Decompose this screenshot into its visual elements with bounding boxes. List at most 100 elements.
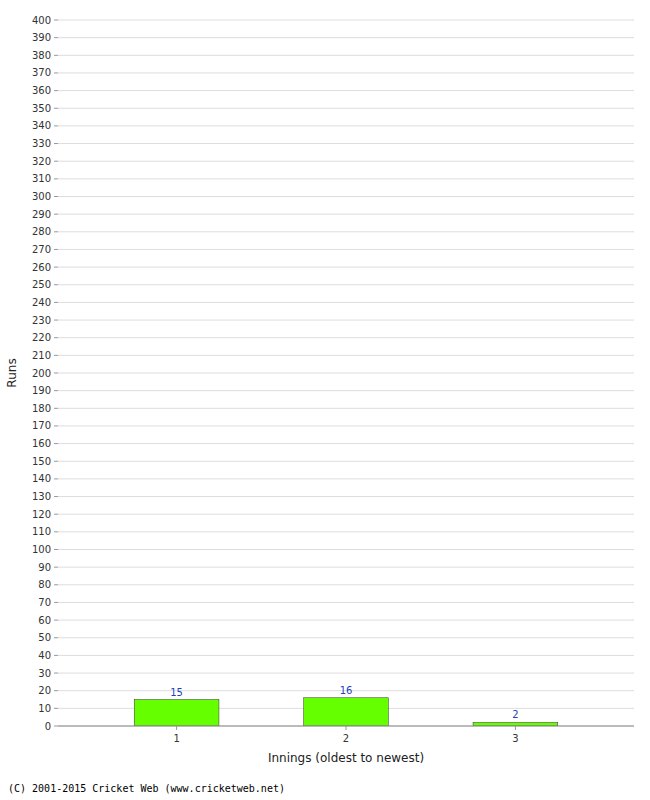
grid-line — [58, 125, 634, 126]
y-tick-label: 140 — [32, 473, 51, 484]
y-tick — [54, 178, 58, 179]
y-axis: 0102030405060708090100110120130140150160… — [32, 15, 58, 732]
y-tick — [54, 196, 58, 197]
y-tick-label: 200 — [32, 368, 51, 379]
y-tick-label: 40 — [38, 650, 51, 661]
grid — [58, 20, 634, 726]
y-tick — [54, 461, 58, 462]
y-tick-label: 400 — [32, 15, 51, 26]
y-tick — [54, 390, 58, 391]
y-tick-label: 340 — [32, 120, 51, 131]
y-tick-label: 320 — [32, 156, 51, 167]
grid-line — [58, 178, 634, 179]
x-tick-label: 2 — [343, 733, 349, 744]
grid-line — [58, 531, 634, 532]
grid-line — [58, 231, 634, 232]
y-tick-label: 350 — [32, 103, 51, 114]
y-tick-label: 290 — [32, 209, 51, 220]
grid-line — [58, 373, 634, 374]
y-tick — [54, 425, 58, 426]
grid-line — [58, 337, 634, 338]
y-tick — [54, 620, 58, 621]
y-tick-label: 250 — [32, 279, 51, 290]
grid-line — [58, 514, 634, 515]
y-tick — [54, 655, 58, 656]
y-tick-label: 240 — [32, 297, 51, 308]
y-tick-label: 360 — [32, 85, 51, 96]
bars — [134, 698, 558, 726]
grid-line — [58, 567, 634, 568]
y-tick-label: 10 — [38, 703, 51, 714]
data-label: 15 — [170, 687, 183, 698]
y-tick-label: 270 — [32, 244, 51, 255]
grid-line — [58, 72, 634, 73]
y-tick-label: 120 — [32, 509, 51, 520]
data-label: 16 — [340, 685, 353, 696]
y-tick-label: 30 — [38, 668, 51, 679]
y-tick — [54, 55, 58, 56]
y-tick — [54, 320, 58, 321]
grid-line — [58, 390, 634, 391]
y-tick — [54, 249, 58, 250]
y-tick — [54, 584, 58, 585]
grid-line — [58, 637, 634, 638]
y-tick-label: 280 — [32, 226, 51, 237]
y-tick-label: 60 — [38, 615, 51, 626]
y-tick — [54, 214, 58, 215]
y-tick-label: 150 — [32, 456, 51, 467]
grid-line — [58, 408, 634, 409]
grid-line — [58, 655, 634, 656]
y-tick-label: 310 — [32, 173, 51, 184]
grid-line — [58, 108, 634, 109]
grid-line — [58, 461, 634, 462]
y-tick — [54, 125, 58, 126]
grid-line — [58, 267, 634, 268]
y-tick — [54, 143, 58, 144]
data-label: 2 — [512, 709, 518, 720]
y-tick — [54, 673, 58, 674]
y-tick-label: 110 — [32, 526, 51, 537]
y-tick — [54, 355, 58, 356]
grid-line — [58, 584, 634, 585]
y-tick — [54, 108, 58, 109]
y-tick-label: 220 — [32, 332, 51, 343]
grid-line — [58, 620, 634, 621]
y-tick — [54, 37, 58, 38]
bar — [304, 698, 389, 726]
y-tick — [54, 408, 58, 409]
y-tick-label: 260 — [32, 262, 51, 273]
grid-line — [58, 355, 634, 356]
y-tick — [54, 708, 58, 709]
y-tick-label: 300 — [32, 191, 51, 202]
grid-line — [58, 143, 634, 144]
x-tick — [515, 726, 516, 730]
grid-line — [58, 443, 634, 444]
y-tick — [54, 267, 58, 268]
bar — [134, 700, 219, 726]
grid-line — [58, 55, 634, 56]
y-tick — [54, 284, 58, 285]
y-tick — [54, 602, 58, 603]
grid-line — [58, 478, 634, 479]
y-tick — [54, 231, 58, 232]
grid-line — [58, 602, 634, 603]
y-tick — [54, 373, 58, 374]
y-tick-label: 180 — [32, 403, 51, 414]
y-tick-label: 380 — [32, 50, 51, 61]
y-tick-label: 390 — [32, 32, 51, 43]
grid-line — [58, 284, 634, 285]
y-tick-label: 330 — [32, 138, 51, 149]
y-tick — [54, 690, 58, 691]
y-tick — [54, 567, 58, 568]
y-tick — [54, 496, 58, 497]
grid-line — [58, 496, 634, 497]
y-tick-label: 210 — [32, 350, 51, 361]
y-tick-label: 100 — [32, 544, 51, 555]
y-axis-label: Runs — [5, 358, 19, 387]
x-axis: 123 — [58, 726, 634, 744]
y-tick — [54, 514, 58, 515]
y-tick — [54, 302, 58, 303]
y-tick-label: 230 — [32, 315, 51, 326]
y-tick-label: 20 — [38, 685, 51, 696]
x-tick — [176, 726, 177, 730]
